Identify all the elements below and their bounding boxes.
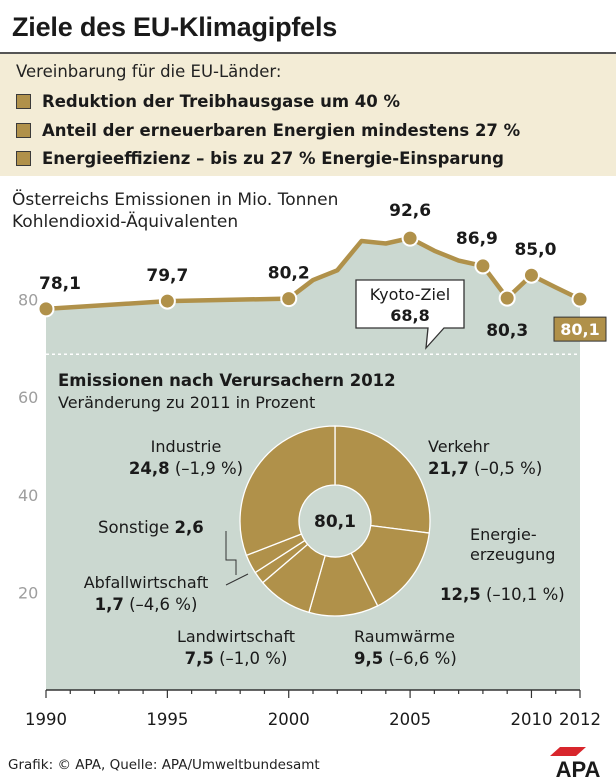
x-tick-label: 1990: [25, 710, 67, 729]
x-tick-label: 2010: [510, 710, 552, 729]
pie-slice-value-number: 1,7: [95, 595, 124, 614]
pie-slice-value: 21,7 (–0,5 %): [428, 459, 542, 478]
pie-slice-value-number: 2,6: [175, 518, 204, 537]
pie-slice-name: Energie-: [470, 525, 537, 544]
square-bullet-icon: [16, 93, 31, 109]
pie-slice: [239, 425, 336, 557]
agreement-heading: Vereinbarung für die EU-Länder:: [16, 62, 282, 81]
pie-slice-name: Sonstige: [98, 518, 175, 537]
pie-slice-value-number: 7,5: [185, 649, 214, 668]
emissions-heading: Österreichs Emissionen in Mio. Tonnen Ko…: [12, 189, 338, 233]
pie-slice-name: Industrie: [151, 437, 222, 456]
y-tick-label: 20: [18, 583, 38, 602]
y-tick-label: 40: [18, 486, 38, 505]
kyoto-value: 68,8: [390, 306, 429, 325]
kyoto-callout-box: [355, 279, 465, 350]
pie-slice-name: Landwirtschaft: [177, 627, 295, 646]
data-point-label: 86,9: [456, 229, 498, 249]
pie-subtitle: Veränderung zu 2011 in Prozent: [58, 393, 315, 412]
pie-slice-change: (–10,1 %): [481, 585, 565, 604]
data-point-marker: [158, 292, 176, 310]
pie-slice-change: (–1,9 %): [170, 459, 244, 478]
pie-title: Emissionen nach Verursachern 2012: [58, 371, 396, 390]
pie-slice-value-number: 24,8: [129, 459, 170, 478]
x-tick-label: 2005: [389, 710, 431, 729]
pie-slice-name: erzeugung: [470, 545, 555, 564]
logo-red-bar: [550, 747, 586, 756]
data-point-label: 80,3: [486, 321, 528, 341]
last-value-badge-label: 80,1: [560, 320, 599, 339]
pie-slice-value-number: 9,5: [354, 649, 383, 668]
data-point-label: 85,0: [514, 240, 556, 260]
y-tick-label: 60: [18, 388, 38, 407]
agreement-item-text: Energieeffizienz – bis zu 27 % Energie-E…: [42, 148, 504, 168]
agreement-item-text: Anteil der erneuerbaren Energien mindest…: [42, 120, 521, 140]
data-point-marker: [571, 290, 589, 308]
logo-text: APA: [556, 757, 601, 780]
pie-slice-value-number: 21,7: [428, 459, 469, 478]
title-divider: [0, 52, 616, 54]
emissions-heading-line: Kohlendioxid-Äquivalenten: [12, 212, 239, 232]
emissions-heading-line: Österreichs Emissionen in Mio. Tonnen: [12, 190, 339, 210]
y-tick-label: 80: [18, 291, 38, 310]
square-bullet-icon: [16, 150, 31, 166]
data-point-label: 80,2: [268, 264, 310, 284]
pie-slice-change: (–0,5 %): [469, 459, 543, 478]
pie-slice-value: 12,5 (–10,1 %): [440, 585, 565, 604]
pie-slice-value-number: 12,5: [440, 585, 481, 604]
x-tick-label: 2000: [268, 710, 310, 729]
page-title: Ziele des EU-Klimagipfels: [12, 12, 338, 42]
last-value-badge: [553, 316, 607, 342]
agreement-item-text: Reduktion der Treibhausgase um 40 %: [42, 91, 400, 111]
leader-line: [225, 531, 237, 575]
x-tick-label: 1995: [146, 710, 188, 729]
pie-center-label: 80,1: [314, 512, 356, 532]
agreement-item: Energieeffizienz – bis zu 27 % Energie-E…: [16, 147, 504, 169]
data-point-marker: [401, 229, 419, 247]
agreement-item: Anteil der erneuerbaren Energien mindest…: [16, 119, 520, 141]
pie-slice-change: (–6,6 %): [383, 649, 457, 668]
data-point-marker: [37, 300, 55, 318]
data-point-label: 78,1: [39, 274, 81, 294]
apa-logo: APA: [550, 747, 601, 780]
pie-slice-name: Raumwärme: [354, 627, 455, 646]
data-point-label: 92,6: [389, 201, 431, 221]
pie-slice: [334, 425, 431, 534]
agreement-item: Reduktion der Treibhausgase um 40 %: [16, 90, 400, 112]
pie-slice-value: 9,5 (–6,6 %): [354, 649, 457, 668]
data-point-marker: [474, 257, 492, 275]
data-point-marker: [522, 266, 540, 284]
leader-line: [225, 573, 249, 586]
kyoto-label: Kyoto-Ziel: [370, 285, 450, 304]
pie-slice-name: Verkehr: [428, 437, 490, 456]
x-tick-label: 2012: [559, 710, 601, 729]
pie-slice-name: Abfallwirtschaft: [84, 573, 209, 592]
square-bullet-icon: [16, 122, 31, 138]
pie-slice-value: 24,8 (–1,9 %): [129, 459, 243, 478]
pie-slice-change: (–1,0 %): [214, 649, 288, 668]
data-point-marker: [498, 289, 516, 307]
pie-slice-change: (–4,6 %): [124, 595, 198, 614]
footer-credit: Grafik: © APA, Quelle: APA/Umweltbundesa…: [8, 757, 320, 773]
agreement-box: Vereinbarung für die EU-Länder: Reduktio…: [0, 54, 616, 176]
data-point-marker: [280, 290, 298, 308]
pie-slice-value: 7,5 (–1,0 %): [185, 649, 288, 668]
pie-slice-value: 1,7 (–4,6 %): [95, 595, 198, 614]
pie-slice-value: Sonstige 2,6: [98, 518, 204, 537]
data-point-label: 79,7: [146, 266, 188, 286]
